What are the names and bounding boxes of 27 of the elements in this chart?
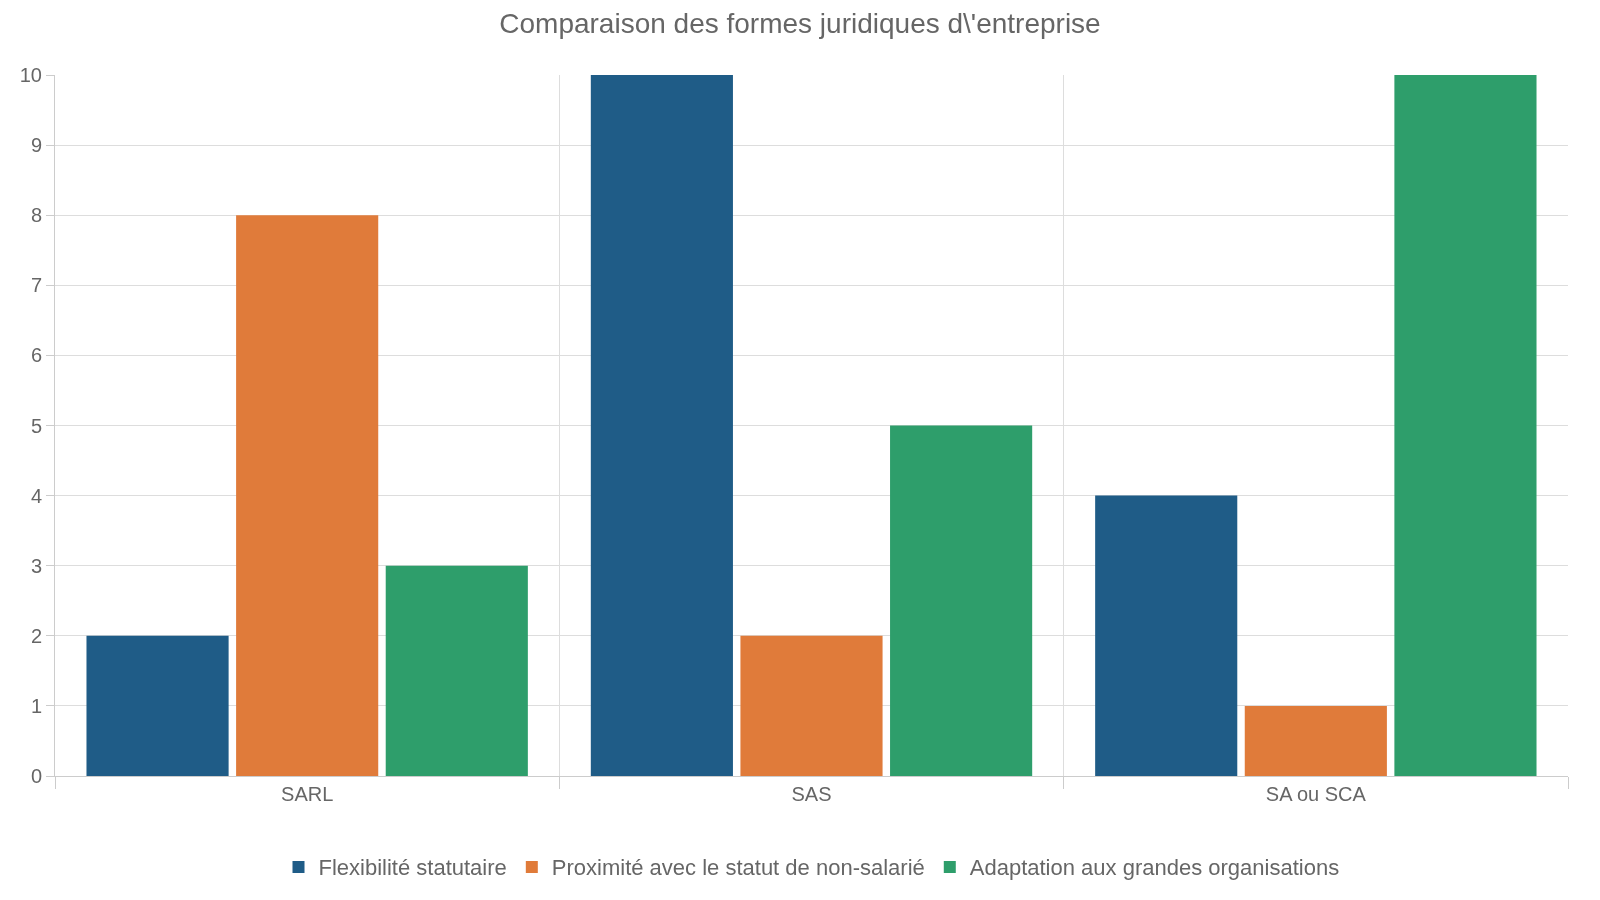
- y-tick-label: 8: [30, 204, 42, 227]
- legend-label: Adaptation aux grandes organisations: [969, 855, 1340, 881]
- y-tick-label: 2: [30, 624, 42, 647]
- bar: [1244, 705, 1387, 776]
- y-tick-label: 0: [30, 765, 42, 787]
- bar: [385, 565, 528, 776]
- y-tick-label: 7: [30, 274, 42, 297]
- legend-label: Proximité avec le statut de non-salarié: [551, 855, 925, 881]
- bar: [1095, 495, 1238, 776]
- legend-label: Flexibilité statutaire: [318, 855, 507, 881]
- bar: [740, 635, 883, 776]
- bar: [86, 635, 229, 776]
- bar: [590, 75, 733, 776]
- y-tick-label: 10: [19, 64, 42, 86]
- y-tick-label: 1: [30, 694, 42, 717]
- y-tick-label: 9: [30, 134, 42, 157]
- x-tick-label: SA ou SCA: [1265, 783, 1367, 805]
- chart-title: Comparaison des formes juridiques d\'entreprise: [499, 8, 1101, 40]
- bar: [1394, 75, 1537, 776]
- bar: [890, 425, 1033, 776]
- x-tick-label: SARL: [281, 783, 334, 805]
- bar: [236, 215, 379, 776]
- y-tick-label: 3: [30, 554, 42, 577]
- y-tick-label: 5: [30, 414, 42, 437]
- y-tick-label: 6: [30, 344, 42, 367]
- y-tick-label: 4: [30, 484, 42, 507]
- x-tick-label: SAS: [791, 783, 832, 805]
